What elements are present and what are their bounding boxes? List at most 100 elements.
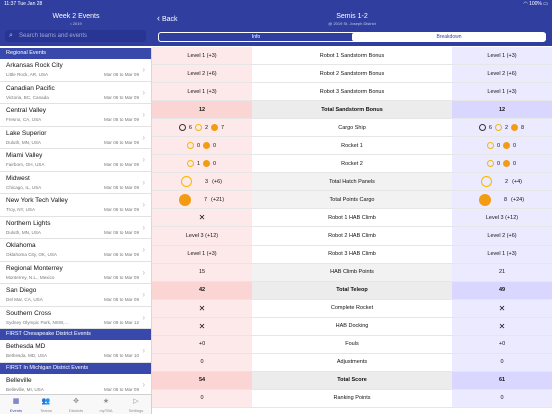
chevron-right-icon: ›	[142, 245, 145, 254]
event-row[interactable]: Midwest Chicago, IL, USA Mar 06 to Mar 09 ›	[0, 172, 151, 194]
breakdown-label: Robot 2 Sandstorm Bonus	[252, 65, 452, 83]
x-icon: ✕	[498, 321, 506, 331]
count-value: 2	[504, 124, 509, 131]
event-location: Fresno, CA, USA	[6, 117, 42, 122]
section-header: Regional Events	[0, 48, 151, 59]
event-row[interactable]: Central Valley Fresno, CA, USA Mar 06 to M…	[0, 104, 151, 127]
count-value: 2	[204, 124, 209, 131]
event-dates: Mar 06 to Mar 09	[104, 386, 139, 392]
score-value: +0	[198, 341, 206, 348]
scoring-group: 6 2 7	[178, 124, 225, 132]
tab-events[interactable]: ▦ Events	[1, 397, 31, 413]
event-name: Arkansas Rock City	[6, 62, 63, 69]
tab-teams[interactable]: 👥 Teams	[31, 397, 61, 413]
chevron-right-icon: ›	[142, 177, 145, 187]
score-value: 0	[200, 395, 204, 402]
event-dates: Mar 06 to Mar 09	[104, 252, 139, 257]
breakdown-label: Total Hatch Panels	[252, 173, 452, 191]
event-row[interactable]: Oklahoma Oklahoma City, OK, USA Mar 06 to …	[0, 239, 151, 262]
event-row[interactable]: Belleville Belleville, MI, USA Mar 06 to M…	[0, 374, 151, 395]
event-dates: Mar 06 to Mar 09	[104, 229, 139, 235]
event-row[interactable]: Bethesda MD Bethesda, MD, USA Mar 06 to Ma…	[0, 340, 151, 363]
event-location: Bethesda, MD, USA	[6, 353, 48, 358]
score-value: Level 1 (+3)	[487, 88, 517, 95]
hatch-panel-icon	[494, 124, 502, 132]
back-button[interactable]: ‹ Back	[157, 13, 178, 23]
segment-breakdown[interactable]: Breakdown	[352, 33, 546, 41]
count-value: 0	[213, 160, 217, 167]
tab-label: Settings	[128, 408, 144, 413]
tab-mytba[interactable]: ★ myTBA	[91, 397, 121, 413]
event-row[interactable]: Southern Cross Sydney Olympic Park, NSW,.…	[0, 307, 151, 329]
blue-alliance-cell: ✕	[452, 317, 552, 335]
event-row[interactable]: San Diego Del Mar, CA, USA Mar 06 to Mar 0…	[0, 284, 151, 307]
event-row[interactable]: Northern Lights Duluth, MN, USA Mar 06 to …	[0, 217, 151, 239]
breakdown-row: 0 Adjustments 0	[152, 353, 552, 372]
breakdown-label: Robot 1 HAB Climb	[252, 209, 452, 227]
count-value: 0	[513, 142, 517, 149]
cargo-icon	[203, 160, 210, 168]
breakdown-row: Level 3 (+12) Robot 2 HAB Climb Level 2 (+…	[152, 227, 552, 246]
event-location: Troy, NY, USA	[6, 207, 36, 212]
score-value: +0	[498, 341, 506, 348]
hatch-panel-icon	[481, 176, 492, 188]
segment-info[interactable]: Info	[251, 34, 261, 40]
districts-icon: ✥	[73, 398, 79, 405]
tab-districts[interactable]: ✥ Districts	[61, 397, 91, 413]
count-value: 7	[221, 124, 225, 131]
event-location: Del Mar, CA, USA	[6, 297, 43, 302]
event-location: Duluth, MN, USA	[6, 229, 41, 235]
event-row[interactable]: Miami Valley Fairborn, OH, USA Mar 06 to M…	[0, 149, 151, 172]
event-row[interactable]: Canadian Pacific Victoria, BC, Canada Mar …	[0, 82, 151, 104]
segmented-control: Info Breakdown	[158, 32, 546, 42]
blue-alliance-cell: 21	[452, 263, 552, 281]
breakdown-label: Robot 3 HAB Climb	[252, 245, 452, 263]
event-dates: Mar 06 to Mar 09	[104, 72, 139, 77]
blue-alliance-cell: 61	[452, 371, 552, 389]
red-alliance-cell: 7 (+21)	[152, 191, 252, 209]
section-header: FIRST In Michigan District Events	[0, 362, 151, 374]
breakdown-row: 0 Ranking Points 0	[152, 389, 552, 408]
chevron-right-icon: ›	[142, 290, 145, 299]
event-name: New York Tech Valley	[6, 197, 68, 204]
red-alliance-cell: Level 1 (+3)	[152, 245, 252, 263]
search-icon: ⌕	[9, 32, 13, 39]
breakdown-label: Complete Rocket	[252, 299, 452, 317]
breakdown-table: Level 1 (+3) Robot 1 Sandstorm Bonus Level…	[152, 47, 552, 414]
blue-alliance-cell: 12	[452, 101, 552, 119]
event-location: Chicago, IL, USA	[6, 184, 42, 190]
chevron-right-icon: ›	[142, 222, 145, 232]
event-name: Midwest	[6, 174, 30, 182]
score-value: 15	[198, 269, 206, 276]
breakdown-label: Total Sandstorm Bonus	[252, 101, 452, 119]
events-list[interactable]: Regional Events Arkansas Rock City Little …	[0, 48, 152, 394]
points-value: (+4)	[512, 178, 522, 185]
event-name: Bethesda MD	[6, 343, 46, 350]
status-time: 11:37 Tue Jan 28	[4, 1, 43, 7]
event-row[interactable]: Lake Superior Duluth, MN, USA Mar 06 to Ma…	[0, 127, 151, 149]
events-pane: Week 2 Events • 2019 ⌕ Search teams and …	[0, 0, 152, 414]
blue-alliance-cell: 6 2 8	[452, 119, 552, 137]
event-row[interactable]: Regional Monterrey Monterrey, N.L., Mexic…	[0, 262, 151, 284]
event-dates: Mar 09 to Mar 12	[104, 319, 139, 325]
red-alliance-cell: 0	[152, 389, 252, 407]
event-location: Sydney Olympic Park, NSW,...	[6, 319, 69, 325]
score-value: 12	[198, 106, 206, 113]
chevron-right-icon: ›	[142, 346, 145, 355]
score-value: Level 1 (+3)	[187, 251, 217, 258]
event-row[interactable]: New York Tech Valley Troy, NY, USA Mar 06 …	[0, 194, 151, 217]
hatch-panel-icon	[194, 124, 202, 132]
event-row[interactable]: Arkansas Rock City Little Rock, AR, USA Ma…	[0, 59, 151, 82]
blue-alliance-cell: Level 1 (+3)	[452, 245, 552, 263]
tab-settings[interactable]: ▷ Settings	[121, 397, 151, 413]
hatch-panel-icon	[186, 160, 194, 168]
event-name: Central Valley	[6, 107, 46, 114]
search-input[interactable]: ⌕ Search teams and events	[5, 30, 146, 42]
breakdown-label: Rocket 2	[252, 155, 452, 173]
red-alliance-cell: ✕	[152, 299, 252, 317]
scoring-group: 7 (+21)	[178, 193, 225, 206]
